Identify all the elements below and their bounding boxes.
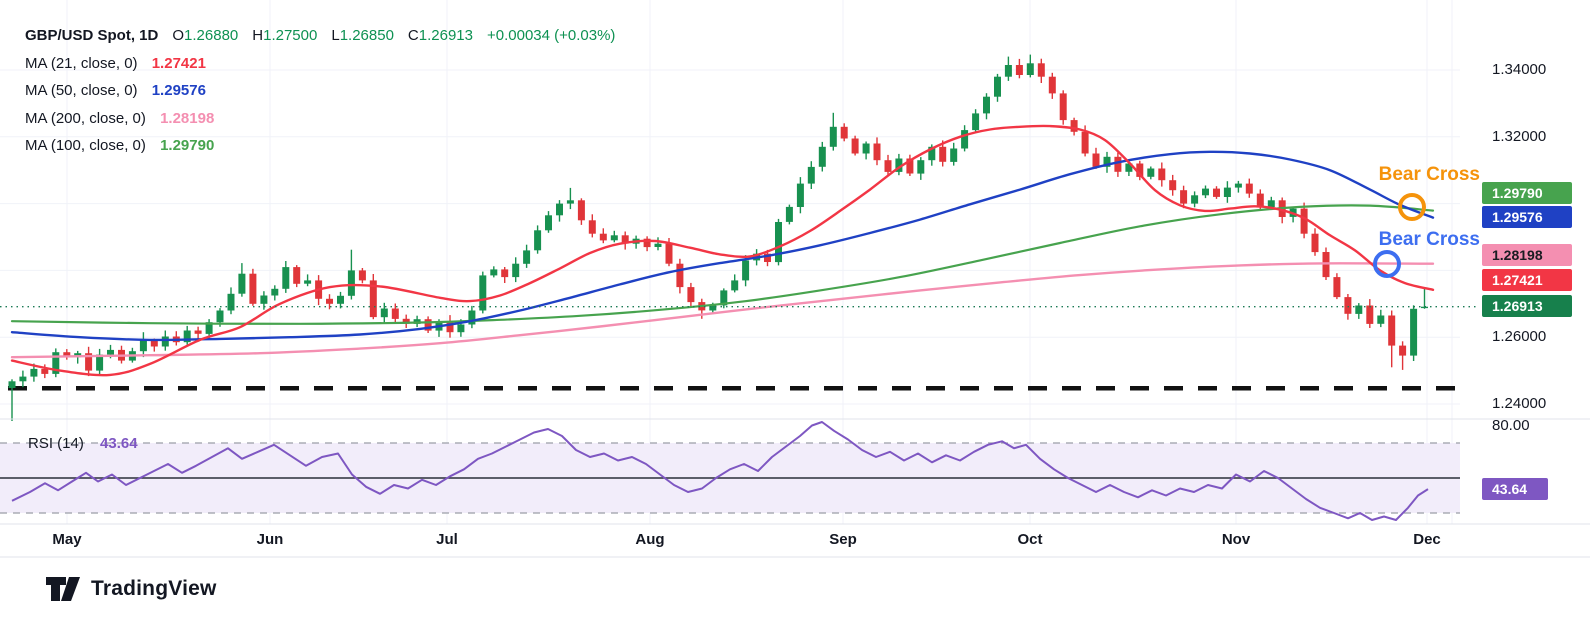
price-tick-1.34000: 1.34000 [1492,61,1547,78]
price-tick-1.32000: 1.32000 [1492,127,1547,145]
month-label-nov: Nov [1221,531,1251,548]
ma50-label: MA (50, close, 0) [25,82,138,99]
price-badge-1.29790: 1.29790 [1482,182,1572,204]
ma100-label: MA (100, close, 0) [25,137,146,154]
month-label-may: May [52,531,82,548]
legend-ma200-row[interactable]: MA (200, close, 0) 1.28198 [25,105,615,133]
month-label-jun: Jun [256,531,284,548]
rsi-legend[interactable]: RSI (14) 43.64 [28,435,138,452]
month-label-sep: Sep [829,531,857,548]
ma200-value: 1.28198 [160,109,215,127]
brand-name: TradingView [91,577,217,600]
symbol-title: GBP/USD Spot, 1D [25,27,159,44]
ohlc-l: L1.26850 [331,27,394,44]
price-tick-1.24000: 1.24000 [1492,395,1547,412]
legend-symbol-row[interactable]: GBP/USD Spot, 1D O1.26880 H1.27500 L1.26850… [25,22,615,50]
legend: GBP/USD Spot, 1D O1.26880 H1.27500 L1.26850… [25,22,615,160]
ma21-label: MA (21, close, 0) [25,54,138,72]
month-label-oct: Oct [1017,531,1043,548]
tradingview-logo-icon [46,577,80,601]
change-value: +0.00034 (+0.03%) [487,27,616,44]
ma100-value: 1.29790 [160,137,215,154]
price-badge-1.29576: 1.29576 [1482,206,1572,228]
ohlc-h: H1.27500 [252,27,318,44]
ma50-value: 1.29576 [151,82,206,99]
brand-footer[interactable]: TradingView [45,576,217,602]
price-badge-1.26913: 1.26913 [1482,295,1572,317]
rsi-axis-tick-80: 80.00 [1492,417,1530,434]
bear-cross-label-ma21-ma200: Bear Cross [1378,229,1480,250]
ohlc-strip: O1.26880 H1.27500 L1.26850 C1.26913 +0.00034… [158,27,615,44]
price-tick-1.26000: 1.26000 [1492,328,1547,346]
ohlc-o: O1.26880 [172,27,239,44]
month-label-jul: Jul [436,531,458,548]
rsi-label: RSI (14) [28,435,84,452]
price-badge-1.28198: 1.28198 [1482,244,1572,266]
rsi-badge: 43.64 [1482,478,1548,500]
legend-ma50-row[interactable]: MA (50, close, 0) 1.29576 [25,77,615,105]
ma21-value: 1.27421 [151,54,206,72]
month-label-dec: Dec [1413,531,1441,548]
ma200-label: MA (200, close, 0) [25,109,146,127]
month-label-aug: Aug [635,531,665,548]
rsi-value: 43.64 [100,435,138,452]
bear-cross-label-ma50-ma100: Bear Cross [1378,164,1480,185]
ohlc-c: C1.26913 [407,27,473,44]
legend-ma21-row[interactable]: MA (21, close, 0) 1.27421 [25,50,615,78]
legend-ma100-row[interactable]: MA (100, close, 0) 1.29790 [25,132,615,160]
price-badge-1.27421: 1.27421 [1482,269,1572,291]
